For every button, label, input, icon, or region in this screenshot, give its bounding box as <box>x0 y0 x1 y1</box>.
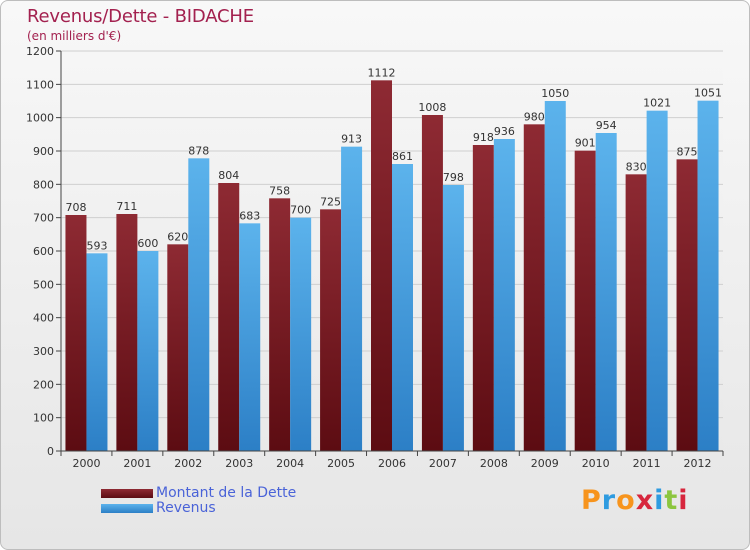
legend-label-revenus: Revenus <box>156 500 216 516</box>
value-label-dette: 875 <box>677 145 698 158</box>
x-tick-label: 2001 <box>123 457 151 470</box>
value-label-revenus: 1021 <box>643 97 671 110</box>
value-label-dette: 725 <box>320 195 341 208</box>
bar-revenus <box>188 158 210 452</box>
value-label-dette: 708 <box>65 201 86 214</box>
value-label-dette: 620 <box>167 230 188 243</box>
value-label-revenus: 861 <box>392 150 413 163</box>
value-label-dette: 1112 <box>368 66 396 79</box>
value-label-dette: 901 <box>575 137 596 150</box>
x-tick-label: 2009 <box>531 457 559 470</box>
chart-subtitle: (en milliers d'€) <box>27 29 122 43</box>
y-tick-label: 700 <box>33 212 54 225</box>
bar-revenus <box>341 146 363 451</box>
value-label-dette: 918 <box>473 131 494 144</box>
x-tick-label: 2004 <box>276 457 304 470</box>
value-label-revenus: 936 <box>494 125 515 138</box>
value-label-dette: 711 <box>116 200 137 213</box>
value-label-revenus: 913 <box>341 133 362 146</box>
y-tick-label: 1200 <box>26 45 54 58</box>
bar-dette <box>523 124 545 451</box>
value-label-revenus: 1050 <box>541 87 569 100</box>
y-tick-label: 400 <box>33 312 54 325</box>
y-tick-label: 0 <box>47 445 54 458</box>
value-label-revenus: 600 <box>137 237 158 250</box>
y-tick-label: 900 <box>33 145 54 158</box>
value-label-revenus: 1051 <box>694 87 722 100</box>
x-tick-label: 2011 <box>633 457 661 470</box>
x-tick-label: 2006 <box>378 457 406 470</box>
legend-label-dette: Montant de la Dette <box>156 485 297 501</box>
x-tick-label: 2003 <box>225 457 253 470</box>
y-tick-label: 800 <box>33 178 54 191</box>
logo-letter: r <box>601 485 617 516</box>
bar-revenus <box>544 101 566 451</box>
y-tick-label: 600 <box>33 245 54 258</box>
bar-revenus <box>493 139 515 451</box>
proxiti-logo: Proxiti <box>581 485 689 516</box>
y-tick-label: 100 <box>33 412 54 425</box>
bar-dette <box>625 174 647 452</box>
value-label-dette: 804 <box>218 169 239 182</box>
bar-dette <box>421 115 443 451</box>
legend-swatch-dette <box>101 489 153 498</box>
bar-dette <box>574 150 596 451</box>
bar-revenus <box>697 100 719 452</box>
bar-revenus <box>595 133 617 451</box>
bar-dette <box>269 198 291 451</box>
x-tick-label: 2008 <box>480 457 508 470</box>
y-tick-label: 200 <box>33 378 54 391</box>
logo-letter: t <box>664 485 679 516</box>
bar-revenus <box>392 164 413 451</box>
bar-dette <box>676 159 698 452</box>
value-label-revenus: 683 <box>239 209 260 222</box>
x-tick-label: 2002 <box>174 457 202 470</box>
logo-letter: P <box>581 485 602 516</box>
bar-dette <box>472 145 494 451</box>
logo-letter: o <box>616 485 636 516</box>
value-label-dette: 830 <box>626 160 647 173</box>
value-label-revenus: 700 <box>290 204 311 217</box>
chart-title: Revenus/Dette - BIDACHE <box>27 6 254 27</box>
bar-revenus <box>86 253 108 451</box>
bar-dette <box>116 214 138 451</box>
bar-revenus <box>442 185 464 451</box>
value-label-dette: 758 <box>269 184 290 197</box>
value-label-revenus: 593 <box>86 239 107 252</box>
x-tick-label: 2000 <box>72 457 100 470</box>
bar-dette <box>65 215 87 451</box>
value-label-dette: 980 <box>524 110 545 123</box>
logo-letter: x <box>635 485 655 516</box>
y-tick-label: 1100 <box>26 78 54 91</box>
y-tick-label: 500 <box>33 278 54 291</box>
x-tick-label: 2010 <box>582 457 610 470</box>
y-tick-label: 300 <box>33 345 54 358</box>
x-tick-label: 2005 <box>327 457 355 470</box>
value-label-revenus: 954 <box>596 119 617 132</box>
value-label-revenus: 798 <box>443 171 464 184</box>
legend-swatch-revenus <box>101 504 153 513</box>
bar-dette <box>167 244 189 451</box>
bar-revenus <box>646 110 668 452</box>
bar-revenus <box>290 217 312 451</box>
y-tick-label: 1000 <box>26 112 54 125</box>
bar-dette <box>320 209 342 451</box>
value-label-dette: 1008 <box>418 101 446 114</box>
x-tick-label: 2007 <box>429 457 457 470</box>
bar-revenus <box>239 223 261 451</box>
bar-dette <box>371 80 392 451</box>
x-tick-label: 2012 <box>684 457 712 470</box>
bar-revenus <box>137 251 159 451</box>
value-label-revenus: 878 <box>188 144 209 157</box>
logo-letter: i <box>678 485 689 516</box>
logo-letter: i <box>654 485 665 516</box>
bar-dette <box>218 183 240 451</box>
